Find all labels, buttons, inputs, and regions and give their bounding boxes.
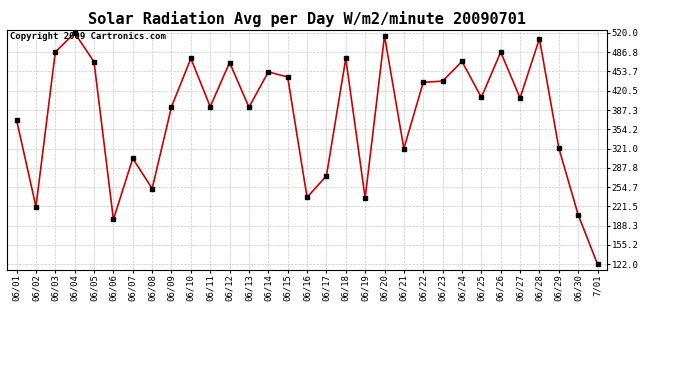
Title: Solar Radiation Avg per Day W/m2/minute 20090701: Solar Radiation Avg per Day W/m2/minute …: [88, 12, 526, 27]
Text: Copyright 2009 Cartronics.com: Copyright 2009 Cartronics.com: [10, 32, 166, 41]
